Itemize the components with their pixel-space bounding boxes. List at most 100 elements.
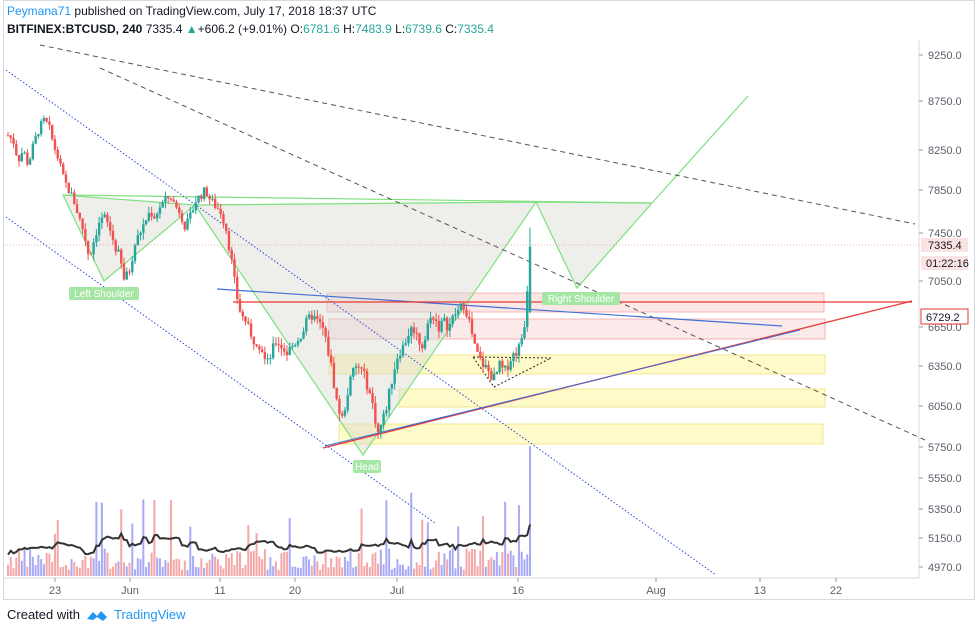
volume-bar <box>211 553 214 576</box>
candle-body <box>277 344 280 346</box>
volume-bar <box>288 518 291 576</box>
candle-body <box>324 327 327 337</box>
volume-bar <box>446 559 449 576</box>
candle-body <box>407 336 410 344</box>
volume-bar <box>12 568 15 576</box>
volume-bar <box>465 548 468 576</box>
volume-bar <box>18 548 21 576</box>
volume-bar <box>377 563 380 576</box>
x-tick-label: 23 <box>49 585 61 597</box>
volume-bar <box>252 550 255 576</box>
volume-bar <box>484 566 487 576</box>
volume-bar <box>161 566 164 576</box>
volume-bar <box>448 550 451 576</box>
created-with-text: Created with <box>7 607 80 622</box>
volume-bar <box>164 560 167 576</box>
tradingview-brand-link[interactable]: TradingView <box>113 607 186 622</box>
candle-body <box>53 139 57 150</box>
volume-bar <box>258 556 261 576</box>
volume-bar <box>272 566 275 576</box>
candle-body <box>487 364 490 372</box>
candle-body <box>368 389 372 393</box>
volume-bar <box>244 564 247 576</box>
volume-bar <box>131 523 134 576</box>
volume-bar <box>440 565 443 576</box>
candle-body <box>122 263 126 280</box>
volume-bar <box>476 566 479 576</box>
x-tick-label: Jul <box>390 585 404 597</box>
candle-body <box>175 201 178 208</box>
candle-body <box>318 318 322 323</box>
author-link[interactable]: Peymana71 <box>7 4 72 18</box>
price-change: +606.2 (+9.01%) <box>197 22 288 36</box>
candle-body <box>50 124 54 140</box>
candle-body <box>252 336 256 345</box>
candle-body <box>329 355 333 363</box>
level-tag-bg <box>920 308 969 325</box>
candle-body <box>45 118 48 122</box>
candle-body <box>396 358 399 370</box>
candle-body <box>423 339 427 349</box>
candle-body <box>48 121 51 125</box>
volume-bar <box>360 508 363 576</box>
candle-body <box>64 174 68 183</box>
projection-line <box>651 95 749 204</box>
candle-body <box>421 344 424 349</box>
volume-bar <box>490 557 493 576</box>
candle-body <box>481 357 485 368</box>
candle-body <box>271 343 275 359</box>
y-tick-label: 7050.0 <box>928 276 962 288</box>
candle-body <box>338 399 341 414</box>
volume-bar <box>280 553 283 576</box>
volume-bar <box>401 564 404 576</box>
candle-body <box>164 196 167 203</box>
candle-body <box>426 323 430 340</box>
volume-bar <box>421 519 424 576</box>
volume-bar <box>404 569 407 576</box>
volume-bar <box>266 569 269 576</box>
volume-bar <box>501 552 504 576</box>
candle-body <box>263 352 267 360</box>
candle-body <box>108 222 112 231</box>
candle-body <box>517 344 521 356</box>
volume-bar <box>390 569 393 576</box>
candle-body <box>302 331 305 339</box>
candle-body <box>117 249 120 252</box>
candle-body <box>78 212 82 219</box>
volume-bar <box>239 552 241 576</box>
volume-bar <box>241 567 244 576</box>
volume-bar <box>426 522 429 576</box>
volume-bar <box>40 559 43 576</box>
volume-bar <box>147 562 150 576</box>
candle-body <box>158 207 162 214</box>
open-value: 6781.6 <box>303 22 340 36</box>
candle-body <box>191 210 195 213</box>
volume-bar <box>327 567 330 576</box>
channel-lower <box>5 216 436 524</box>
price-chart[interactable]: Left Shoulder Head Right Shoulder 9250.0… <box>0 0 978 600</box>
x-tick-label: 16 <box>512 585 524 597</box>
candle-body <box>147 212 151 221</box>
volume-bar <box>192 556 195 576</box>
candle-body <box>321 322 325 328</box>
volume-bar <box>23 548 26 576</box>
volume-bar <box>509 550 512 576</box>
volume-bar <box>103 548 106 576</box>
upper-dashed-trend <box>39 44 916 225</box>
candle-body <box>266 358 269 360</box>
y-tick-label: 7450.0 <box>928 228 962 240</box>
candle-body <box>443 317 446 321</box>
volume-bar <box>410 492 413 576</box>
candle-body <box>418 333 421 345</box>
candle-body <box>437 320 441 332</box>
candle-body <box>498 360 501 373</box>
candle-body <box>484 364 488 368</box>
volume-bar <box>230 553 233 576</box>
y-axis: 9250.0 8750.0 8250.0 7850.0 7450.0 7050.0 6650… <box>919 50 962 574</box>
candle-body <box>233 259 236 277</box>
volume-bar <box>517 505 520 576</box>
price-tag-bg <box>921 238 968 252</box>
y-tick-label: 4970.0 <box>928 562 962 574</box>
candle-body <box>42 118 46 122</box>
candle-body <box>288 346 291 356</box>
